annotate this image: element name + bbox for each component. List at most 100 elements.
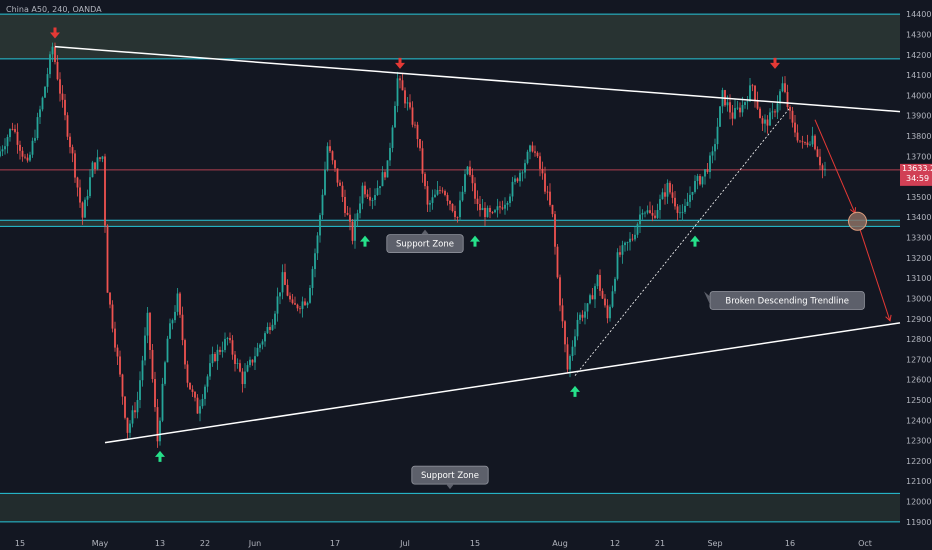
candle-body-190 [474, 183, 476, 199]
y-tick-label-6: 12500.0 [906, 396, 932, 405]
candle-body-128 [319, 215, 321, 236]
annotation-pointer-0 [421, 229, 429, 235]
candle-body-218 [544, 173, 546, 192]
candle-body-118 [294, 303, 296, 305]
candle-body-173 [431, 197, 434, 203]
candle-body-191 [476, 198, 479, 205]
candle-body-287 [716, 126, 719, 145]
candle-body-36 [89, 177, 91, 197]
candle-body-192 [479, 204, 481, 211]
candle-body-1 [1, 149, 4, 152]
y-tick-label-10: 12900.0 [906, 315, 932, 324]
candle-body-51 [126, 417, 129, 433]
candle-body-109 [271, 324, 274, 330]
candle-body-55 [136, 400, 139, 413]
candle-body-71 [176, 293, 179, 312]
candle-body-257 [641, 213, 644, 215]
x-tick-label-7: 15 [470, 539, 480, 548]
candle-body-202 [504, 204, 506, 209]
candle-body-270 [674, 197, 676, 207]
candle-body-133 [331, 151, 334, 161]
current-price-label: 13633.2 34:59 [900, 163, 932, 186]
y-tick-label-25: 14400.0 [906, 10, 932, 19]
candle-body-154 [384, 172, 386, 178]
candle-body-143 [356, 213, 359, 220]
candle-body-119 [296, 304, 299, 309]
y-tick-label-24: 14300.0 [906, 30, 932, 39]
candle-body-243 [606, 305, 609, 319]
y-tick-label-5: 12400.0 [906, 416, 932, 425]
candle-body-299 [746, 101, 749, 103]
candle-body-277 [691, 191, 694, 195]
candle-body-147 [366, 194, 369, 197]
candle-body-102 [254, 356, 256, 363]
candle-body-28 [69, 136, 71, 148]
candle-body-326 [814, 135, 816, 150]
candle-body-39 [96, 157, 99, 170]
candle-body-182 [454, 211, 456, 218]
candle-body-96 [239, 363, 241, 372]
candle-body-76 [189, 382, 191, 390]
candle-body-110 [274, 313, 276, 325]
up-arrow-marker-0 [155, 450, 165, 462]
candle-body-150 [374, 195, 376, 200]
candle-body-264 [659, 199, 661, 211]
candle-body-126 [314, 253, 316, 270]
y-tick-label-8: 12700.0 [906, 355, 932, 364]
candle-body-256 [639, 214, 641, 225]
price-axis[interactable]: 11900.0 12000.0 12100.0 12200.0 12300.0 12400… [906, 10, 932, 527]
candle-body-149 [371, 199, 374, 201]
candle-body-174 [434, 194, 436, 198]
candle-body-303 [756, 100, 759, 109]
candle-body-112 [279, 292, 281, 297]
candle-body-6 [14, 129, 16, 132]
candle-body-231 [576, 319, 579, 337]
candle-body-113 [281, 272, 284, 293]
candle-body-138 [344, 196, 346, 213]
candle-body-50 [124, 396, 126, 418]
candle-body-308 [769, 112, 771, 126]
candle-body-183 [456, 217, 459, 218]
x-tick-label-9: 12 [610, 539, 620, 548]
y-tick-label-0: 11900.0 [906, 518, 932, 527]
candle-body-224 [559, 277, 561, 306]
candle-body-67 [166, 338, 169, 363]
candle-body-292 [729, 102, 731, 113]
candle-body-317 [791, 110, 794, 123]
annotation-pointer-2 [446, 484, 454, 490]
candle-body-2 [4, 146, 6, 150]
candle-body-117 [291, 299, 294, 304]
candle-body-74 [184, 340, 186, 365]
candle-body-236 [589, 295, 591, 304]
candle-body-265 [661, 192, 664, 200]
candle-body-48 [119, 356, 121, 375]
candle-body-132 [329, 146, 331, 152]
candle-body-79 [196, 397, 199, 414]
candle-body-212 [529, 145, 531, 152]
time-axis[interactable]: 15 May 13 22 Jun 17 Jul 15 Aug 12 21 Sep 16 Oct [15, 539, 872, 548]
candle-body-159 [396, 78, 399, 106]
candle-body-69 [171, 320, 174, 324]
y-tick-label-14: 13300.0 [906, 234, 932, 243]
y-tick-label-23: 14200.0 [906, 51, 932, 60]
candle-body-10 [24, 156, 26, 158]
candle-body-65 [161, 383, 164, 421]
candle-body-216 [539, 156, 541, 169]
candle-body-295 [736, 107, 739, 109]
candle-body-125 [311, 269, 314, 288]
candle-body-320 [799, 140, 801, 142]
candle-body-114 [284, 272, 286, 285]
candle-body-98 [244, 371, 246, 385]
candle-body-17 [41, 97, 44, 110]
candle-body-211 [526, 151, 529, 164]
annotation-2: Support Zone [411, 465, 489, 490]
candle-body-312 [779, 91, 781, 104]
annotation-text-0: Support Zone [396, 240, 454, 250]
candle-body-46 [114, 328, 116, 348]
candle-body-60 [149, 312, 151, 350]
candle-body-89 [221, 349, 224, 352]
candle-body-275 [686, 201, 689, 206]
candle-body-322 [804, 142, 806, 143]
y-tick-label-11: 13000.0 [906, 294, 932, 303]
